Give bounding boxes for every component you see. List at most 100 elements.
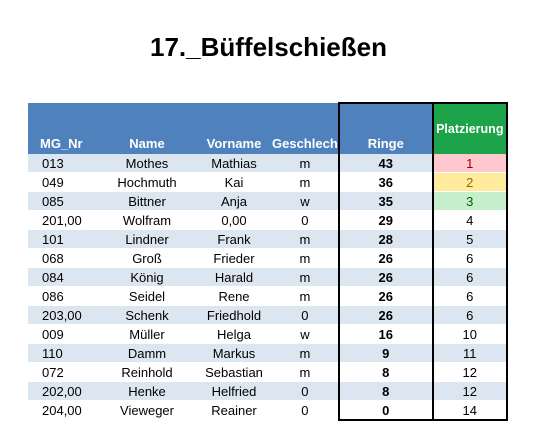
cell-name[interactable]: Hochmuth (98, 172, 196, 192)
cell-platzierung[interactable]: 5 (431, 229, 508, 249)
cell-mg-nr[interactable]: 204,00 (28, 400, 98, 421)
cell-ringe[interactable]: 29 (337, 210, 434, 230)
cell-mg-nr[interactable]: 068 (28, 248, 98, 268)
cell-geschlecht[interactable]: m (272, 343, 339, 363)
cell-mg-nr[interactable]: 202,00 (28, 381, 98, 401)
cell-platzierung[interactable]: 6 (431, 267, 508, 287)
cell-platzierung[interactable]: 12 (431, 381, 508, 401)
cell-platzierung[interactable]: 1 (431, 154, 508, 173)
cell-geschlecht[interactable]: m (272, 362, 339, 382)
cell-vorname[interactable]: Helga (196, 324, 272, 344)
header-vorname[interactable]: Vorname (196, 103, 272, 154)
cell-name[interactable]: Seidel (98, 286, 196, 306)
cell-vorname[interactable]: Anja (196, 191, 272, 211)
cell-vorname[interactable]: Kai (196, 172, 272, 192)
cell-platzierung[interactable]: 14 (431, 400, 508, 421)
cell-name[interactable]: Henke (98, 381, 196, 401)
cell-geschlecht[interactable]: w (272, 324, 339, 344)
cell-geschlecht[interactable]: 0 (272, 305, 339, 325)
cell-vorname[interactable]: Markus (196, 343, 272, 363)
cell-mg-nr[interactable]: 086 (28, 286, 98, 306)
cell-platzierung[interactable]: 10 (431, 324, 508, 344)
cell-name[interactable]: Lindner (98, 229, 196, 249)
cell-name[interactable]: Mothes (98, 154, 196, 173)
cell-geschlecht[interactable]: m (272, 229, 339, 249)
cell-ringe[interactable]: 26 (337, 305, 434, 325)
header-geschlecht[interactable]: Geschlech (272, 103, 339, 154)
cell-vorname[interactable]: Harald (196, 267, 272, 287)
cell-platzierung[interactable]: 6 (431, 248, 508, 268)
page-title: 17._Büffelschießen (150, 32, 387, 62)
cell-ringe[interactable]: 9 (337, 343, 434, 363)
cell-geschlecht[interactable]: m (272, 286, 339, 306)
cell-name[interactable]: Müller (98, 324, 196, 344)
results-sheet: MG_Nr Name Vorname Geschlech Ringe Platz… (28, 102, 508, 421)
table-row: 068 Groß Frieder m 26 6 (28, 248, 508, 268)
cell-geschlecht[interactable]: m (272, 248, 339, 268)
cell-name[interactable]: König (98, 267, 196, 287)
cell-name[interactable]: Schenk (98, 305, 196, 325)
cell-platzierung[interactable]: 12 (431, 362, 508, 382)
cell-platzierung[interactable]: 11 (431, 343, 508, 363)
cell-geschlecht[interactable]: 0 (272, 381, 339, 401)
cell-name[interactable]: Bittner (98, 191, 196, 211)
cell-mg-nr[interactable]: 072 (28, 362, 98, 382)
cell-platzierung[interactable]: 2 (431, 172, 508, 192)
cell-mg-nr[interactable]: 084 (28, 267, 98, 287)
header-name[interactable]: Name (98, 103, 196, 154)
cell-vorname[interactable]: Helfried (196, 381, 272, 401)
cell-mg-nr[interactable]: 009 (28, 324, 98, 344)
cell-ringe[interactable]: 35 (337, 191, 434, 211)
cell-ringe[interactable]: 0 (337, 400, 434, 421)
cell-vorname[interactable]: Friedhold (196, 305, 272, 325)
cell-name[interactable]: Damm (98, 343, 196, 363)
cell-ringe[interactable]: 26 (337, 267, 434, 287)
cell-ringe[interactable]: 26 (337, 286, 434, 306)
cell-platzierung[interactable]: 6 (431, 305, 508, 325)
cell-ringe[interactable]: 26 (337, 248, 434, 268)
table-row: 101 Lindner Frank m 28 5 (28, 229, 508, 249)
results-table: MG_Nr Name Vorname Geschlech Ringe Platz… (28, 102, 508, 421)
cell-platzierung[interactable]: 4 (431, 210, 508, 230)
cell-vorname[interactable]: Mathias (196, 154, 272, 173)
table-body: 013 Mothes Mathias m 43 1 049 Hochmuth Kai m 36 2 08… (28, 154, 508, 421)
cell-geschlecht[interactable]: 0 (272, 210, 339, 230)
cell-ringe[interactable]: 8 (337, 381, 434, 401)
cell-name[interactable]: Groß (98, 248, 196, 268)
cell-name[interactable]: Wolfram (98, 210, 196, 230)
header-ringe[interactable]: Ringe (337, 102, 434, 154)
cell-vorname[interactable]: Frieder (196, 248, 272, 268)
cell-mg-nr[interactable]: 013 (28, 154, 98, 173)
cell-name[interactable]: Vieweger (98, 400, 196, 421)
cell-ringe[interactable]: 28 (337, 229, 434, 249)
header-mg-nr[interactable]: MG_Nr (28, 103, 98, 154)
cell-platzierung[interactable]: 6 (431, 286, 508, 306)
cell-vorname[interactable]: Frank (196, 229, 272, 249)
cell-geschlecht[interactable]: m (272, 172, 339, 192)
cell-ringe[interactable]: 43 (337, 154, 434, 173)
header-row: MG_Nr Name Vorname Geschlech Ringe Platz… (28, 102, 508, 154)
cell-ringe[interactable]: 36 (337, 172, 434, 192)
cell-vorname[interactable]: Reainer (196, 400, 272, 421)
cell-geschlecht[interactable]: w (272, 191, 339, 211)
cell-mg-nr[interactable]: 049 (28, 172, 98, 192)
cell-geschlecht[interactable]: 0 (272, 400, 339, 421)
table-row: 049 Hochmuth Kai m 36 2 (28, 172, 508, 192)
cell-geschlecht[interactable]: m (272, 267, 339, 287)
cell-mg-nr[interactable]: 101 (28, 229, 98, 249)
cell-name[interactable]: Reinhold (98, 362, 196, 382)
cell-mg-nr[interactable]: 201,00 (28, 210, 98, 230)
header-platzierung[interactable]: Platzierung (431, 102, 508, 154)
cell-platzierung[interactable]: 3 (431, 191, 508, 211)
cell-mg-nr[interactable]: 085 (28, 191, 98, 211)
cell-vorname[interactable]: Rene (196, 286, 272, 306)
cell-ringe[interactable]: 8 (337, 362, 434, 382)
cell-vorname[interactable]: Sebastian (196, 362, 272, 382)
cell-mg-nr[interactable]: 203,00 (28, 305, 98, 325)
cell-geschlecht[interactable]: m (272, 154, 339, 173)
table-row: 202,00 Henke Helfried 0 8 12 (28, 381, 508, 401)
cell-vorname[interactable]: 0,00 (196, 210, 272, 230)
table-row: 110 Damm Markus m 9 11 (28, 343, 508, 363)
cell-mg-nr[interactable]: 110 (28, 343, 98, 363)
cell-ringe[interactable]: 16 (337, 324, 434, 344)
